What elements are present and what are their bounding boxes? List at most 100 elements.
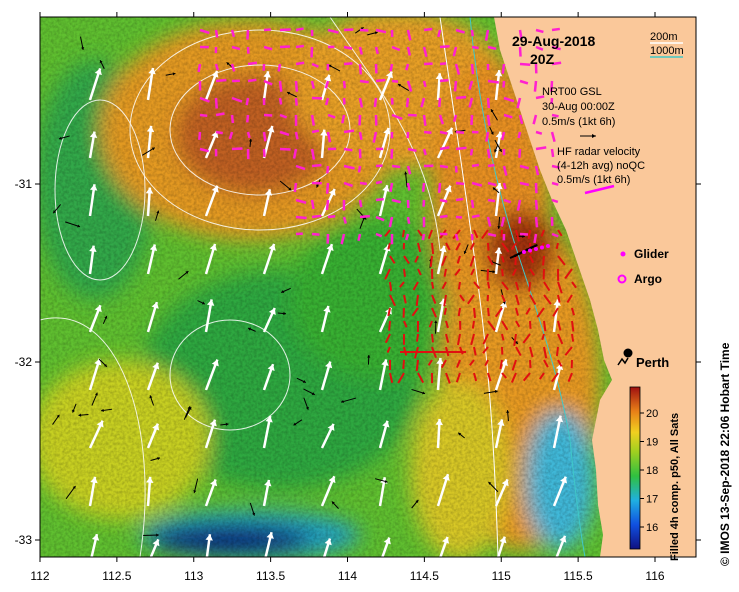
- gsl-vector-head: [502, 301, 506, 305]
- hf-vector: [514, 255, 517, 266]
- hf-vector: [557, 294, 561, 303]
- hf-vector-north: [343, 181, 353, 188]
- argo-marker-icon: [617, 274, 627, 284]
- gsl-vector-head: [341, 399, 344, 404]
- hf-vector: [529, 320, 532, 329]
- hf-vector-north: [486, 216, 492, 227]
- hf-vector-north: [310, 199, 315, 210]
- hf-vector: [456, 333, 461, 346]
- hf-vector: [557, 229, 563, 237]
- hf-vector-north: [501, 63, 506, 74]
- hf-vector: [431, 294, 437, 305]
- hf-vector-north: [551, 198, 559, 204]
- hf-vector: [473, 346, 477, 356]
- hf-vector-north: [375, 180, 383, 185]
- gsl-vector-head: [157, 457, 161, 461]
- colorbar-tick-label: 17: [646, 494, 658, 506]
- hf-vector-north: [343, 164, 355, 170]
- hf-vector: [445, 372, 451, 384]
- model-vector-head: [211, 70, 219, 78]
- model-vector-head: [152, 423, 160, 431]
- y-tick-label: -33: [15, 533, 33, 547]
- hf-vector: [397, 372, 405, 384]
- gsl-vector-head: [101, 408, 104, 412]
- hf-vector-north: [439, 164, 449, 169]
- model-vector-head: [500, 359, 508, 367]
- colorbar-tick-label: 20: [646, 408, 658, 420]
- gsl-legend-scale: 0.5m/s (1kt 6h): [542, 116, 615, 128]
- hf-vector-north: [406, 182, 411, 191]
- hf-vector-north: [199, 113, 208, 118]
- hf-vector: [501, 320, 509, 331]
- hf-vector-north: [327, 113, 336, 119]
- hf-vector: [528, 281, 531, 292]
- hf-vector-north: [534, 216, 539, 228]
- hf-vector: [415, 359, 419, 372]
- hf-vector: [501, 333, 505, 341]
- hf-vector: [427, 359, 433, 366]
- hf-vector-north: [324, 97, 330, 106]
- hf-vector-north: [391, 113, 403, 121]
- gsl-vector-head: [490, 109, 494, 113]
- hf-vector-north: [468, 97, 474, 108]
- hf-vector-north: [391, 45, 401, 52]
- model-vector-head: [151, 302, 159, 309]
- hf-vector: [456, 255, 461, 264]
- model-vector-head: [435, 73, 444, 80]
- hf-vector: [402, 359, 405, 370]
- hf-vector-north: [279, 130, 290, 137]
- hf-vector-north: [487, 45, 497, 51]
- model-vector-head: [444, 185, 452, 193]
- hf-vector-north: [375, 28, 387, 34]
- hf-vector: [431, 333, 434, 343]
- gsl-vector-head: [404, 171, 408, 175]
- gsl-vector-head: [156, 533, 159, 537]
- hf-vector-north: [343, 147, 353, 152]
- hf-vector-north: [389, 182, 394, 193]
- hf-vector-north: [359, 214, 371, 219]
- hf-vector: [441, 281, 447, 290]
- model-vector-head: [148, 67, 156, 75]
- hf-vector: [456, 359, 461, 368]
- hf-vector-north: [357, 233, 362, 242]
- hf-vector-north: [422, 46, 428, 58]
- hf-vector: [555, 346, 559, 357]
- hf-vector-north: [278, 97, 283, 105]
- hf-vector: [481, 229, 489, 240]
- hf-vector: [571, 281, 577, 289]
- gsl-vector-head: [53, 210, 57, 214]
- gsl-vector-head: [56, 414, 60, 418]
- hf-vector-north: [294, 80, 299, 92]
- hf-vector-north: [230, 63, 236, 72]
- hf-vector-north: [487, 232, 497, 237]
- hf-vector-north: [454, 63, 461, 75]
- hf-vector: [557, 359, 563, 367]
- hf-vector-north: [519, 62, 531, 67]
- model-vector-head: [265, 415, 273, 423]
- hf-vector-north: [406, 29, 412, 41]
- hf-vector-north: [246, 29, 250, 40]
- model-vector-head: [89, 184, 98, 191]
- hf-vector-north: [278, 80, 283, 92]
- hf-vector-north: [422, 114, 427, 126]
- hf-vector-north: [439, 45, 450, 49]
- hf-vector-north: [421, 233, 426, 241]
- model-vector-head: [96, 420, 104, 428]
- hf-vector: [389, 372, 394, 383]
- hf-vector-north: [487, 181, 497, 187]
- hf-vector: [515, 294, 520, 306]
- hf-vector-north: [247, 61, 258, 66]
- hf-vector: [459, 294, 465, 302]
- hf-vector-north: [453, 80, 458, 92]
- model-vector-head: [211, 185, 219, 193]
- hf-vector-north: [455, 181, 465, 186]
- hf-vector-north: [454, 233, 459, 241]
- hf-legend-scale: 0.5m/s (1kt 6h): [557, 174, 630, 186]
- hf-vector-north: [327, 28, 339, 34]
- hf-vector: [401, 229, 405, 238]
- gsl-vector-head: [415, 499, 419, 503]
- isobath-200m: [439, 17, 499, 557]
- glider-marker-icon: [620, 251, 626, 257]
- hf-vector-north: [486, 114, 491, 126]
- gsl-vector-head: [94, 392, 98, 396]
